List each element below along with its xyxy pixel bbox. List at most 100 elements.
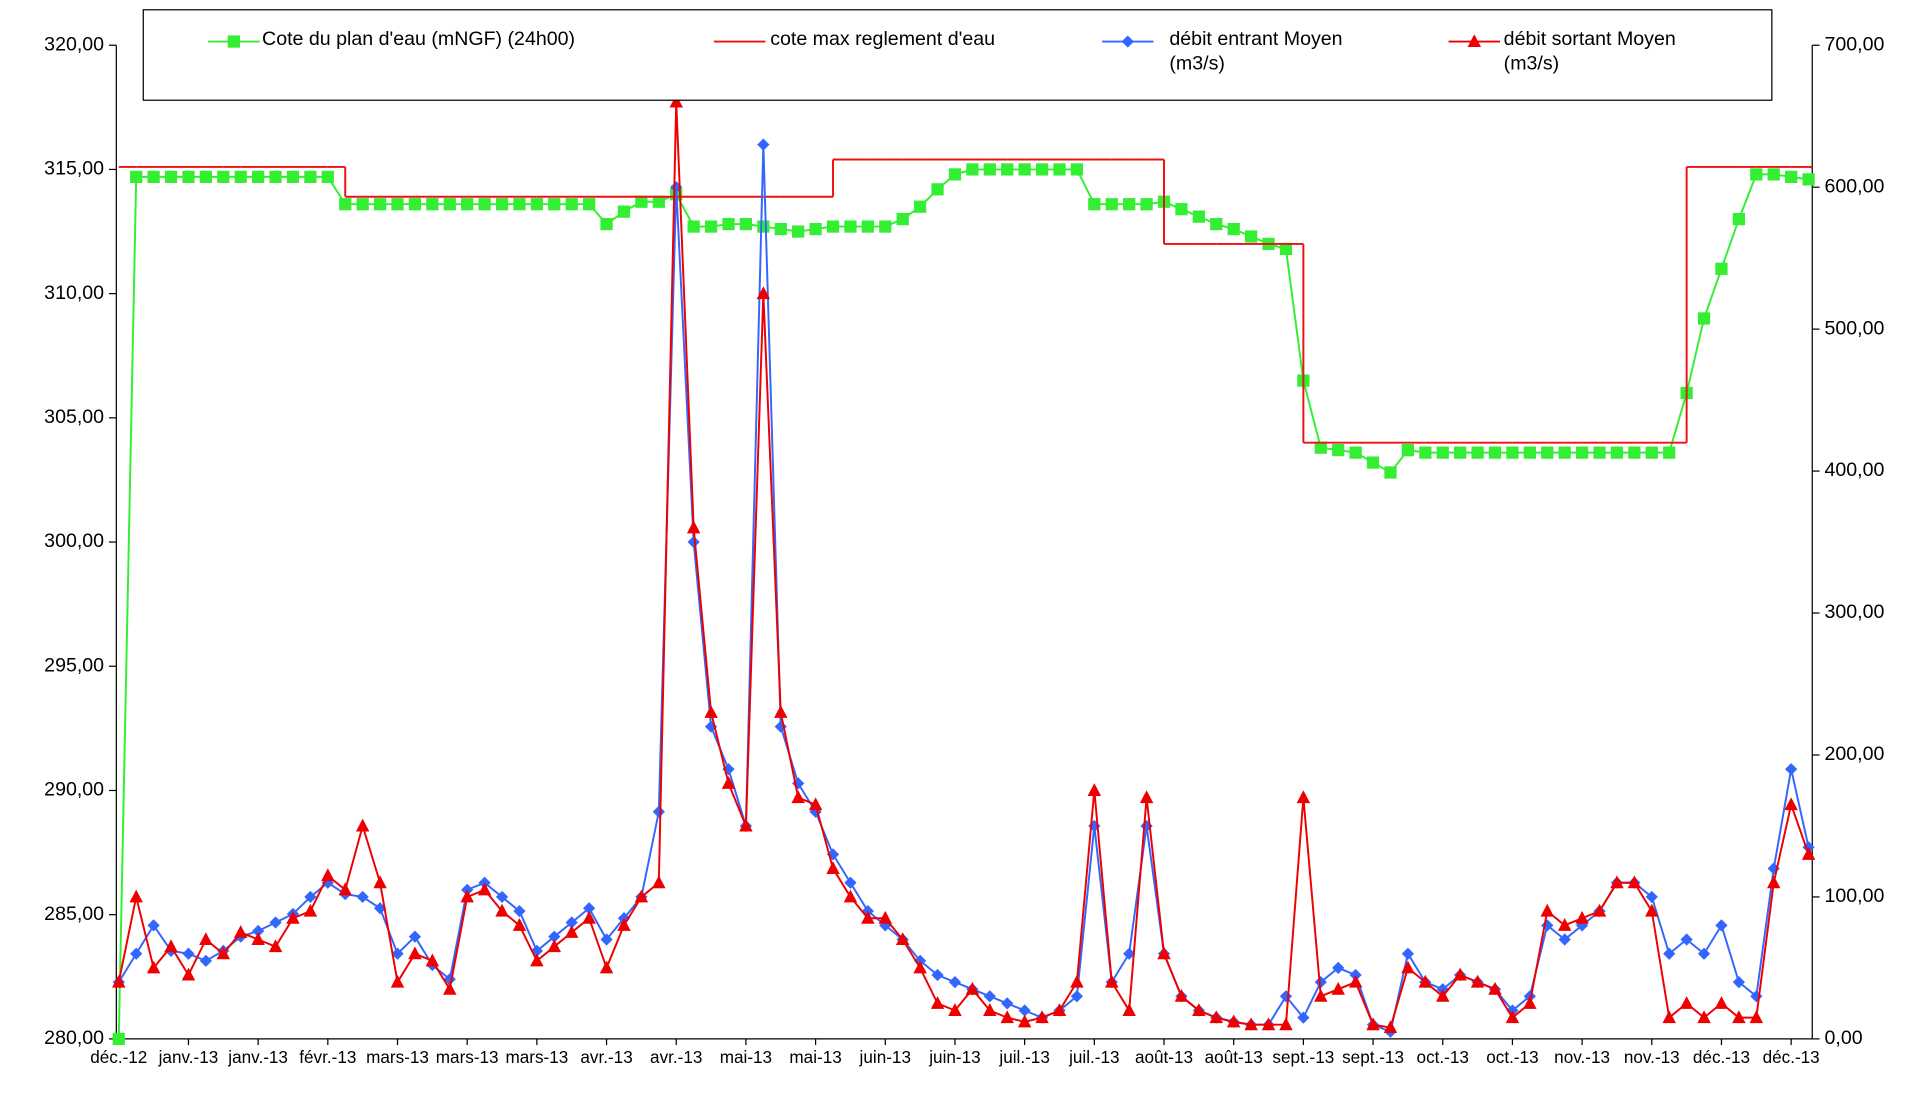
point bbox=[652, 805, 665, 818]
legend-item: Cote du plan d'eau (mNGF) (24h00) bbox=[208, 29, 576, 51]
point bbox=[461, 198, 474, 211]
point bbox=[1384, 466, 1397, 479]
point bbox=[617, 917, 631, 931]
point bbox=[1139, 790, 1154, 804]
x-tick-label: mars-13 bbox=[505, 1048, 568, 1067]
point bbox=[1279, 242, 1293, 256]
point bbox=[600, 217, 613, 231]
point bbox=[130, 170, 143, 183]
point bbox=[1785, 763, 1798, 776]
y-tick-label: 290,00 bbox=[44, 779, 104, 801]
point bbox=[704, 220, 718, 233]
point bbox=[1593, 446, 1606, 459]
point bbox=[757, 220, 770, 233]
point bbox=[774, 705, 788, 718]
series bbox=[112, 163, 1815, 1045]
point bbox=[1297, 1011, 1310, 1024]
point bbox=[112, 1032, 125, 1045]
x-tick-label: déc.-12 bbox=[90, 1048, 147, 1067]
point bbox=[147, 919, 160, 932]
point bbox=[495, 890, 509, 904]
point bbox=[1035, 1010, 1049, 1024]
y-tick-label: 295,00 bbox=[44, 654, 104, 676]
point bbox=[791, 790, 805, 804]
point bbox=[269, 916, 282, 929]
point bbox=[948, 1003, 962, 1016]
point bbox=[565, 198, 578, 211]
point bbox=[1471, 446, 1484, 459]
point bbox=[252, 170, 265, 183]
legend-label-box: débit entrant Moyen (m3/s) bbox=[1169, 29, 1342, 74]
point bbox=[426, 198, 439, 211]
point bbox=[443, 981, 457, 995]
point bbox=[1419, 446, 1432, 459]
y2-tick-label: 600,00 bbox=[1824, 175, 1884, 197]
point bbox=[983, 990, 996, 1003]
point bbox=[1436, 988, 1450, 1002]
point bbox=[1348, 974, 1363, 988]
point bbox=[1784, 797, 1798, 811]
y-tick-label: 285,00 bbox=[44, 903, 104, 925]
point bbox=[1192, 210, 1205, 223]
point bbox=[1663, 446, 1676, 459]
point bbox=[1732, 975, 1746, 989]
point bbox=[1679, 996, 1694, 1009]
legend-label: Cote du plan d'eau (mNGF) (24h00) bbox=[262, 29, 576, 51]
y2-tick-label: 200,00 bbox=[1824, 743, 1884, 765]
point bbox=[1296, 790, 1311, 804]
point bbox=[1244, 230, 1258, 243]
point bbox=[896, 213, 909, 226]
point bbox=[339, 198, 352, 211]
point bbox=[1052, 1003, 1067, 1016]
x-tick-label: août-13 bbox=[1205, 1048, 1263, 1067]
point bbox=[652, 195, 665, 208]
point bbox=[147, 170, 160, 183]
point bbox=[356, 198, 369, 211]
point bbox=[199, 932, 213, 946]
point bbox=[1680, 933, 1693, 946]
y-tick-label: 300,00 bbox=[44, 530, 104, 552]
point bbox=[1001, 163, 1014, 176]
point bbox=[739, 818, 753, 832]
point bbox=[234, 170, 247, 183]
x-tick-label: avr.-13 bbox=[580, 1048, 632, 1067]
point bbox=[1785, 170, 1798, 183]
point bbox=[1105, 974, 1119, 988]
point bbox=[583, 902, 596, 915]
point bbox=[1192, 1003, 1206, 1016]
y2-tick-label: 300,00 bbox=[1824, 601, 1884, 623]
point bbox=[1088, 198, 1101, 211]
point bbox=[1314, 975, 1327, 989]
point bbox=[1454, 446, 1467, 459]
point bbox=[1070, 974, 1084, 988]
point bbox=[599, 960, 614, 974]
point bbox=[1488, 446, 1502, 459]
point bbox=[130, 947, 143, 960]
series bbox=[112, 138, 1815, 1038]
x-tick-label: déc.-13 bbox=[1763, 1048, 1820, 1067]
point bbox=[1314, 988, 1328, 1002]
point bbox=[1349, 446, 1362, 459]
point bbox=[565, 916, 578, 929]
x-tick-label: juin-13 bbox=[859, 1048, 911, 1067]
point bbox=[1453, 967, 1467, 981]
point bbox=[355, 818, 370, 832]
point bbox=[408, 946, 422, 960]
point bbox=[373, 198, 387, 211]
point bbox=[913, 960, 927, 974]
point bbox=[1766, 875, 1781, 889]
point bbox=[757, 138, 770, 151]
legend-label: débit sortant Moyen (m3/s) bbox=[1503, 29, 1676, 75]
point bbox=[1332, 444, 1345, 457]
point bbox=[269, 170, 282, 183]
point bbox=[1087, 783, 1102, 796]
series bbox=[112, 94, 1816, 1034]
point bbox=[1663, 947, 1676, 960]
point bbox=[227, 35, 240, 48]
point bbox=[948, 168, 962, 181]
x-tick-label: janv.-13 bbox=[158, 1048, 219, 1067]
point bbox=[722, 217, 735, 231]
point bbox=[530, 198, 543, 211]
point bbox=[686, 520, 701, 534]
